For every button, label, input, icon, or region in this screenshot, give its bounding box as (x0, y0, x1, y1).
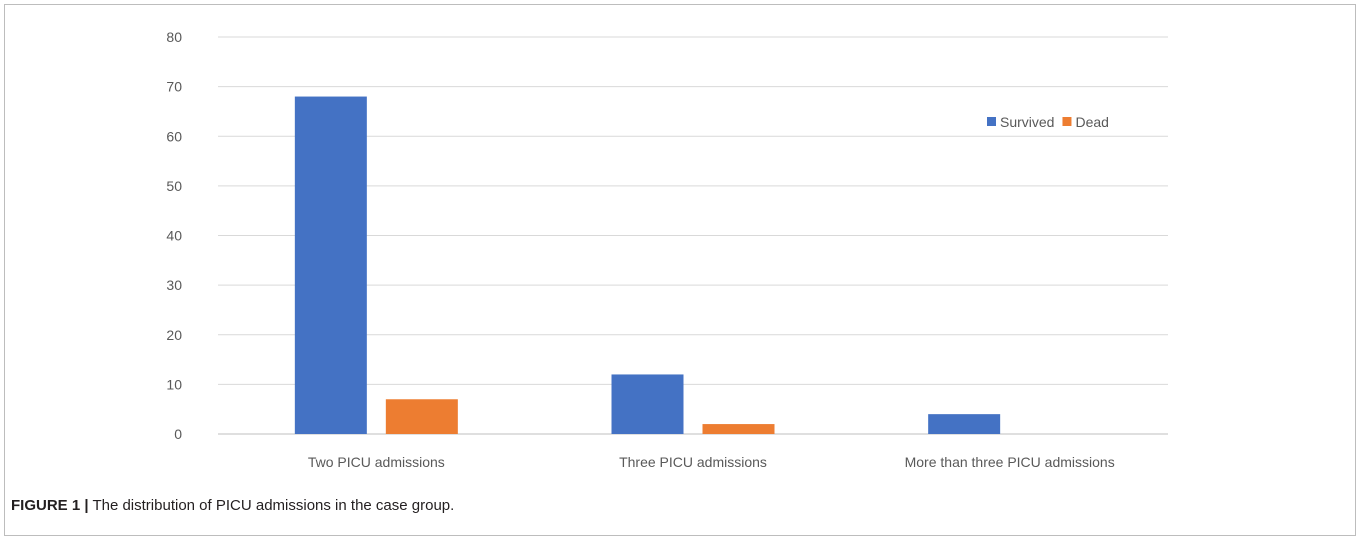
y-tick-label: 40 (166, 228, 182, 244)
bar-dead (703, 424, 775, 434)
category-label: More than three PICU admissions (905, 454, 1115, 470)
y-tick-label: 60 (166, 128, 182, 144)
y-tick-label: 70 (166, 79, 182, 95)
y-tick-label: 20 (166, 327, 182, 343)
figure-caption: FIGURE 1 | The distribution of PICU admi… (11, 497, 454, 514)
figure-caption-text: The distribution of PICU admissions in t… (92, 497, 454, 514)
bar-survived (612, 374, 684, 434)
bar-survived (928, 414, 1000, 434)
legend-label-survived: Survived (1000, 114, 1054, 130)
y-tick-label: 10 (166, 376, 182, 392)
legend-label-dead: Dead (1075, 114, 1108, 130)
y-tick-label: 80 (166, 29, 182, 45)
y-tick-label: 0 (174, 426, 182, 442)
legend-swatch-dead (1062, 117, 1071, 126)
category-label: Three PICU admissions (619, 454, 767, 470)
category-label: Two PICU admissions (308, 454, 445, 470)
bar-survived (295, 97, 367, 434)
y-tick-label: 50 (166, 178, 182, 194)
figure-caption-label: FIGURE 1 | (11, 497, 89, 514)
y-tick-label: 30 (166, 277, 182, 293)
legend-swatch-survived (987, 117, 996, 126)
bar-chart: 0 10 20 30 40 50 60 70 80 Two PICU admissions Thre… (0, 0, 1358, 490)
bar-dead (386, 399, 458, 434)
